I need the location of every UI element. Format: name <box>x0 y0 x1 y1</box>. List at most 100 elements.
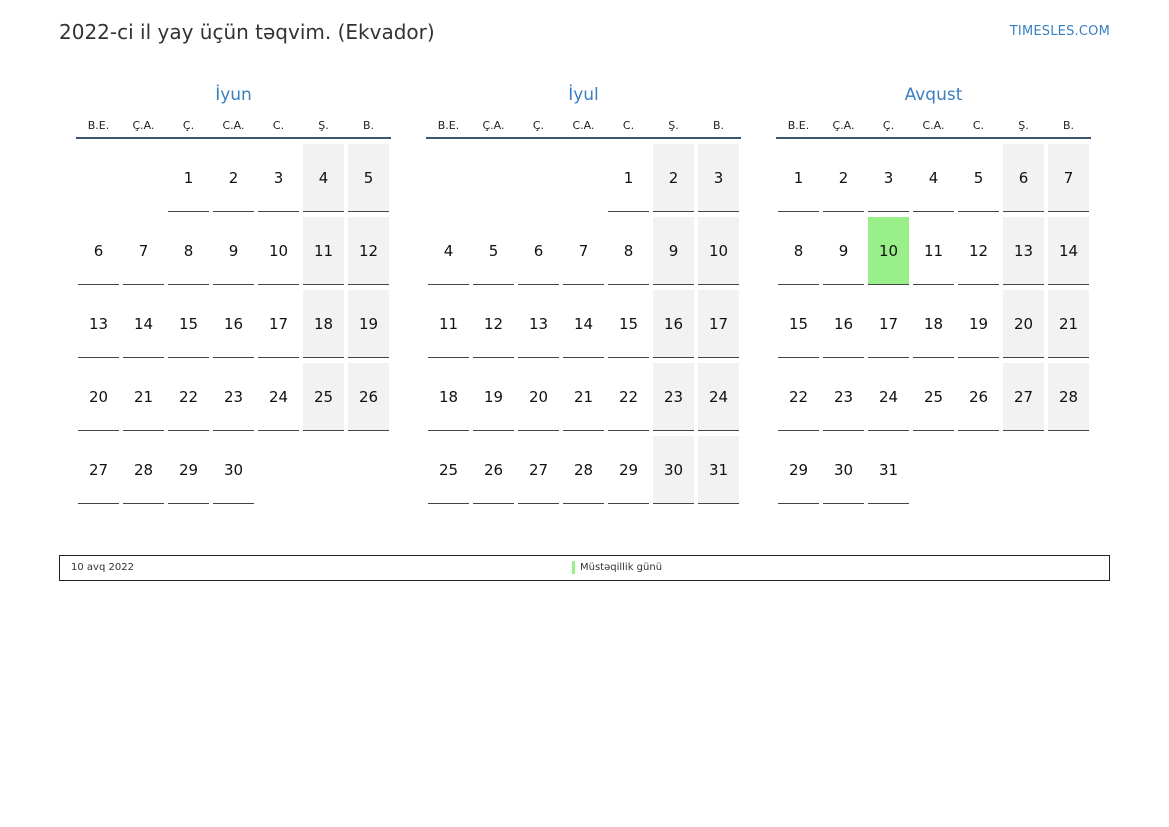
day-cell: 1 <box>778 144 819 212</box>
day-cell: 21 <box>563 363 604 431</box>
day-cell: 5 <box>473 217 514 285</box>
weekday-label: B. <box>712 119 725 132</box>
weekday-label: B. <box>362 119 375 132</box>
day-cell: 22 <box>168 363 209 431</box>
weekday-label: Ç. <box>882 119 895 132</box>
day-cell: 23 <box>653 363 694 431</box>
empty-cell <box>518 144 559 212</box>
day-cell: 14 <box>123 290 164 358</box>
day-cell: 15 <box>168 290 209 358</box>
day-cell: 13 <box>78 290 119 358</box>
empty-cell <box>428 144 469 212</box>
day-cell: 31 <box>868 436 909 504</box>
day-cell: 6 <box>78 217 119 285</box>
page-title: 2022-ci il yay üçün təqvim. (Ekvador) <box>59 20 435 44</box>
day-cell: 19 <box>473 363 514 431</box>
month-july: İyul B.E. Ç.A. Ç. C.A. C. Ş. B. 1 2 3 4 5 6 7 8 9 10 11 1… <box>426 84 741 504</box>
weekday-label: Ç. <box>182 119 195 132</box>
weekday-label: Ç.A. <box>132 119 155 132</box>
days-grid: 1 2 3 4 5 6 7 8 9 10 11 12 13 14 15 16 17 18 19 20 21 22 23 24 2… <box>426 139 741 504</box>
day-cell: 1 <box>608 144 649 212</box>
weekday-header: B.E. Ç.A. Ç. C.A. C. Ş. B. <box>426 116 741 139</box>
day-cell: 6 <box>1003 144 1044 212</box>
weekday-label: Ç. <box>532 119 545 132</box>
day-cell: 10 <box>258 217 299 285</box>
day-cell: 30 <box>823 436 864 504</box>
weekday-label: Ç.A. <box>482 119 505 132</box>
legend-date: 10 avq 2022 <box>71 562 134 573</box>
day-cell: 13 <box>518 290 559 358</box>
day-cell: 8 <box>608 217 649 285</box>
month-title: Avqust <box>904 85 963 105</box>
day-cell: 20 <box>78 363 119 431</box>
weekday-label: Ş. <box>668 119 679 132</box>
weekday-label: C.A. <box>222 119 245 132</box>
day-cell: 13 <box>1003 217 1044 285</box>
day-cell: 17 <box>868 290 909 358</box>
days-grid: 1 2 3 4 5 6 7 8 9 10 11 12 13 14 15 16 17 18 19 20 21 22 23 24 2… <box>76 139 391 504</box>
day-cell: 20 <box>1003 290 1044 358</box>
day-cell: 25 <box>428 436 469 504</box>
empty-cell <box>123 144 164 212</box>
weekday-label: Ç.A. <box>832 119 855 132</box>
day-cell: 24 <box>868 363 909 431</box>
day-cell: 21 <box>1048 290 1089 358</box>
day-cell: 27 <box>78 436 119 504</box>
day-cell: 30 <box>653 436 694 504</box>
weekday-label: B. <box>1062 119 1075 132</box>
day-cell: 10 <box>698 217 739 285</box>
day-cell: 12 <box>473 290 514 358</box>
day-cell: 11 <box>428 290 469 358</box>
weekday-label: B.E. <box>437 119 460 132</box>
day-cell: 18 <box>303 290 344 358</box>
day-cell: 23 <box>213 363 254 431</box>
day-cell: 2 <box>823 144 864 212</box>
day-cell: 12 <box>958 217 999 285</box>
day-cell: 5 <box>348 144 389 212</box>
day-cell: 2 <box>653 144 694 212</box>
day-cell: 15 <box>608 290 649 358</box>
holiday-color-marker <box>572 561 575 574</box>
day-cell: 28 <box>1048 363 1089 431</box>
day-cell: 11 <box>303 217 344 285</box>
month-title: İyul <box>568 85 599 105</box>
day-cell: 7 <box>563 217 604 285</box>
month-august: Avqust B.E. Ç.A. Ç. C.A. C. Ş. B. 1 2 3 4 5 6 7 8 9 10 1… <box>776 84 1091 504</box>
day-cell: 18 <box>913 290 954 358</box>
day-cell: 29 <box>168 436 209 504</box>
empty-cell <box>473 144 514 212</box>
days-grid: 1 2 3 4 5 6 7 8 9 10 11 12 13 14 15 16 17 18 19 20 21 22 23 24 2… <box>776 139 1091 504</box>
day-cell: 3 <box>868 144 909 212</box>
holiday-day-cell: 10 <box>868 217 909 285</box>
day-cell: 7 <box>1048 144 1089 212</box>
day-cell: 29 <box>778 436 819 504</box>
day-cell: 4 <box>303 144 344 212</box>
day-cell: 4 <box>428 217 469 285</box>
legend-holiday-name: Müstəqillik günü <box>580 562 663 573</box>
day-cell: 22 <box>608 363 649 431</box>
day-cell: 8 <box>778 217 819 285</box>
empty-cell <box>78 144 119 212</box>
site-link[interactable]: TIMESLES.COM <box>1009 24 1110 39</box>
day-cell: 11 <box>913 217 954 285</box>
day-cell: 28 <box>563 436 604 504</box>
weekday-label: B.E. <box>87 119 110 132</box>
day-cell: 22 <box>778 363 819 431</box>
day-cell: 26 <box>958 363 999 431</box>
weekday-header: B.E. Ç.A. Ç. C.A. C. Ş. B. <box>76 116 391 139</box>
day-cell: 3 <box>258 144 299 212</box>
day-cell: 26 <box>473 436 514 504</box>
day-cell: 27 <box>518 436 559 504</box>
month-title: İyun <box>215 85 252 105</box>
day-cell: 25 <box>913 363 954 431</box>
day-cell: 2 <box>213 144 254 212</box>
day-cell: 12 <box>348 217 389 285</box>
day-cell: 15 <box>778 290 819 358</box>
day-cell: 19 <box>348 290 389 358</box>
day-cell: 25 <box>303 363 344 431</box>
day-cell: 19 <box>958 290 999 358</box>
day-cell: 17 <box>698 290 739 358</box>
day-cell: 24 <box>258 363 299 431</box>
day-cell: 18 <box>428 363 469 431</box>
day-cell: 17 <box>258 290 299 358</box>
